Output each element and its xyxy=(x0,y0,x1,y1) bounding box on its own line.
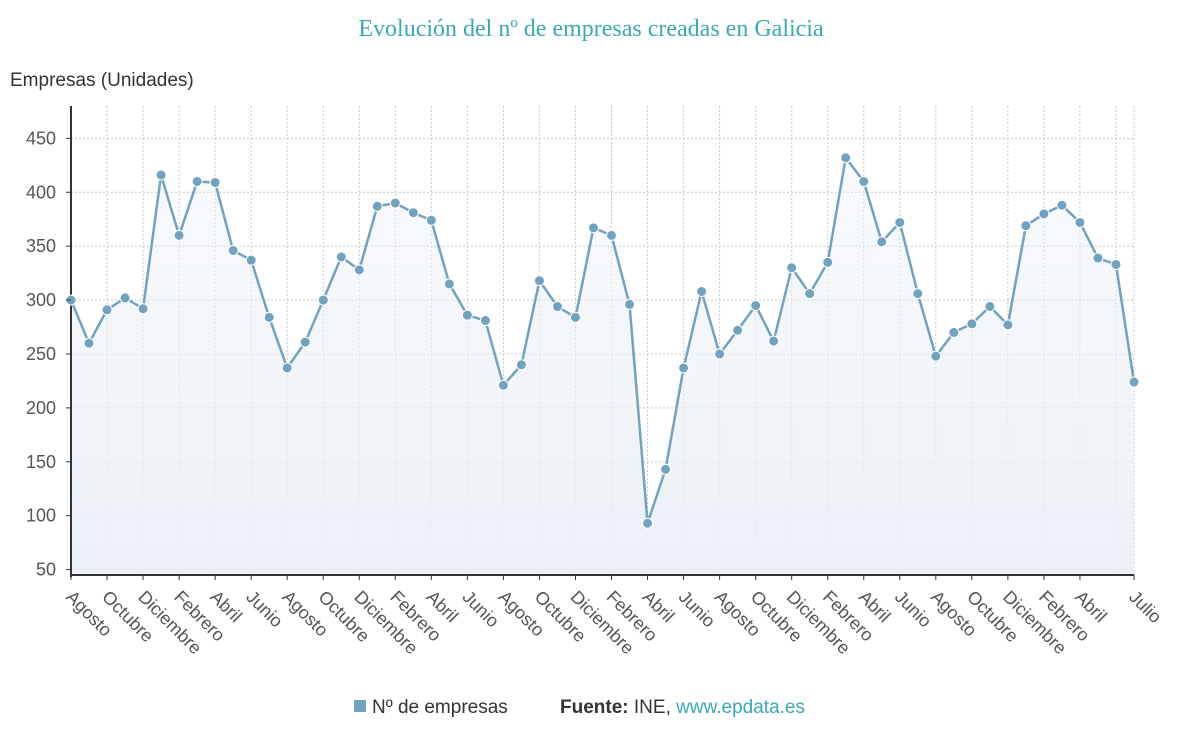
y-tick-label: 200 xyxy=(26,398,56,418)
data-point xyxy=(1128,376,1140,388)
x-tick-label: Junio xyxy=(891,587,936,632)
data-point xyxy=(83,337,95,349)
legend-item[interactable]: Nº de empresas xyxy=(354,697,508,719)
data-point xyxy=(155,169,167,181)
data-point xyxy=(966,318,978,330)
x-axis-ticks: AgostoOctubreDiciembreFebreroAbrilJunioA… xyxy=(62,575,1165,658)
x-tick-label: Junio xyxy=(459,587,504,632)
data-point xyxy=(930,350,942,362)
data-point xyxy=(984,301,996,313)
data-point xyxy=(1002,319,1014,331)
data-point xyxy=(425,214,437,226)
data-point xyxy=(587,222,599,234)
data-point xyxy=(678,362,690,374)
x-tick-label: Julio xyxy=(1125,587,1165,627)
data-point xyxy=(1056,199,1068,211)
data-point xyxy=(461,309,473,321)
y-tick-label: 250 xyxy=(26,344,56,364)
data-point xyxy=(876,236,888,248)
data-point xyxy=(624,298,636,310)
data-point xyxy=(606,229,618,241)
data-point xyxy=(443,278,455,290)
data-point xyxy=(515,359,527,371)
data-point xyxy=(1020,220,1032,232)
y-tick-label: 150 xyxy=(26,452,56,472)
data-point xyxy=(191,175,203,187)
data-point xyxy=(497,379,509,391)
data-point xyxy=(768,335,780,347)
data-point xyxy=(858,175,870,187)
data-point xyxy=(389,197,401,209)
data-point xyxy=(1092,252,1104,264)
data-point xyxy=(732,324,744,336)
data-point xyxy=(804,288,816,300)
data-point xyxy=(263,311,275,323)
data-point xyxy=(281,362,293,374)
data-point xyxy=(894,216,906,228)
data-point xyxy=(479,315,491,327)
data-point xyxy=(407,207,419,219)
data-point xyxy=(822,256,834,268)
source-link[interactable]: www.epdata.es xyxy=(676,697,805,718)
y-axis-ticks: 50 100 150 200 250 300 350 400 450 xyxy=(26,128,71,580)
series-layer xyxy=(65,152,1140,529)
y-tick-label: 300 xyxy=(26,290,56,310)
chart-title: Evolución del nº de empresas creadas en … xyxy=(358,16,824,42)
data-point xyxy=(912,288,924,300)
data-point xyxy=(551,301,563,313)
x-tick-label: Junio xyxy=(675,587,720,632)
series-area xyxy=(71,157,1134,576)
area-fill xyxy=(71,157,1134,576)
data-point xyxy=(299,336,311,348)
data-point xyxy=(173,229,185,241)
x-tick-label: Junio xyxy=(242,587,287,632)
source-label: Fuente: xyxy=(560,697,629,718)
data-point xyxy=(209,177,221,189)
data-point xyxy=(101,304,113,316)
data-point xyxy=(353,264,365,276)
data-point xyxy=(119,292,131,304)
data-point xyxy=(533,275,545,287)
data-point xyxy=(642,517,654,529)
y-tick-label: 400 xyxy=(26,182,56,202)
y-axis-title: Empresas (Unidades) xyxy=(10,70,194,91)
source-credit: Fuente: INE, www.epdata.es xyxy=(560,697,805,719)
data-point xyxy=(1110,258,1122,270)
data-point xyxy=(569,311,581,323)
legend-label: Nº de empresas xyxy=(372,697,508,718)
legend-swatch xyxy=(354,700,366,712)
data-point xyxy=(714,348,726,360)
data-point xyxy=(335,251,347,263)
y-tick-label: 50 xyxy=(36,560,56,580)
y-tick-label: 350 xyxy=(26,236,56,256)
data-point xyxy=(948,326,960,338)
data-point xyxy=(227,244,239,256)
data-point xyxy=(696,285,708,297)
data-point xyxy=(317,294,329,306)
data-point xyxy=(1074,216,1086,228)
y-tick-label: 450 xyxy=(26,128,56,148)
line-chart: 50 100 150 200 250 300 350 400 450 AgostoOctubre… xyxy=(26,106,1165,658)
source-text: INE, xyxy=(633,697,671,718)
data-point xyxy=(245,254,257,266)
data-point xyxy=(660,463,672,475)
data-point xyxy=(371,200,383,212)
axes xyxy=(70,106,1134,577)
data-point xyxy=(137,303,149,315)
data-point xyxy=(786,262,798,274)
data-point xyxy=(750,299,762,311)
data-point xyxy=(1038,208,1050,220)
y-tick-label: 100 xyxy=(26,506,56,526)
data-point xyxy=(840,152,852,164)
